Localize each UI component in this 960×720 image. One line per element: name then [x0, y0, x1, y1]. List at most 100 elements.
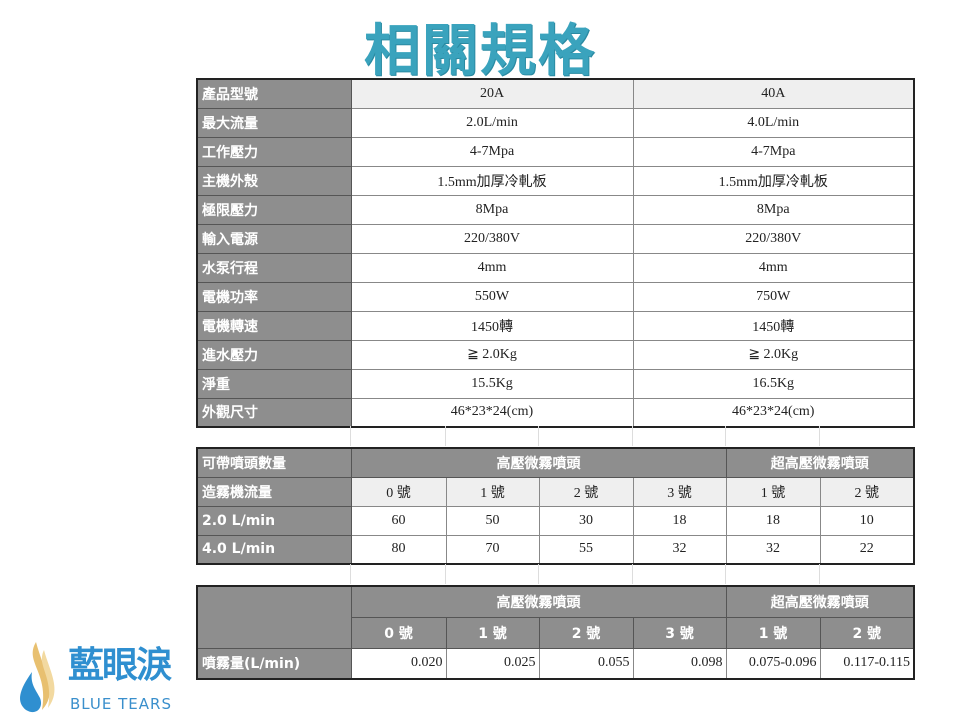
spec-table: 產品型號 20A 40A 最大流量 2.0L/min 4.0L/min 工作壓力 4-7Mp… — [196, 78, 915, 428]
table-row: 主機外殼 1.5mm加厚冷軋板 1.5mm加厚冷軋板 — [196, 165, 915, 196]
nozzle-count: 70 — [445, 534, 540, 565]
spec-value: 46*23*24(cm) — [350, 397, 634, 428]
spec-value: 4-7Mpa — [632, 136, 915, 167]
group-header: 超高壓微霧噴頭 — [725, 447, 915, 478]
spec-value: 220/380V — [632, 223, 915, 254]
nozzle-header: 1 號 — [445, 616, 540, 649]
page-title: 相關規格 — [364, 19, 596, 84]
spec-value: 4mm — [632, 252, 915, 283]
nozzle-count: 10 — [819, 505, 915, 536]
nozzle-count: 22 — [819, 534, 915, 565]
water-drop-flame-icon — [20, 642, 55, 713]
model-40a: 40A — [632, 78, 915, 109]
table-row: 產品型號 20A 40A — [196, 78, 915, 109]
nozzle-count: 30 — [538, 505, 634, 536]
row-label: 水泵行程 — [196, 252, 352, 283]
nozzle-header: 2 號 — [819, 476, 915, 507]
group-header: 超高壓微霧噴頭 — [725, 585, 915, 618]
nozzle-count: 32 — [725, 534, 821, 565]
nozzle-header: 2 號 — [819, 616, 915, 649]
row-label: 2.0 L/min — [196, 505, 352, 536]
table-row: 輸入電源 220/380V 220/380V — [196, 223, 915, 254]
spec-value: 1450轉 — [350, 310, 634, 341]
nozzle-header: 1 號 — [725, 476, 821, 507]
spec-value: 1.5mm加厚冷軋板 — [632, 165, 915, 196]
nozzle-count: 80 — [350, 534, 447, 565]
row-label: 工作壓力 — [196, 136, 352, 167]
spray-value: 0.020 — [350, 647, 447, 680]
spray-value: 0.055 — [538, 647, 634, 680]
nozzle-header: 1 號 — [445, 476, 540, 507]
row-label: 噴霧量(L/min) — [196, 647, 352, 680]
row-label: 最大流量 — [196, 107, 352, 138]
spec-value: 550W — [350, 281, 634, 312]
table-row: 電機轉速 1450轉 1450轉 — [196, 310, 915, 341]
table-row: 2.0 L/min 60 50 30 18 18 10 — [196, 505, 915, 536]
row-label: 4.0 L/min — [196, 534, 352, 565]
spec-value: 4-7Mpa — [350, 136, 634, 167]
spray-value: 0.025 — [445, 647, 540, 680]
row-label: 外觀尺寸 — [196, 397, 352, 428]
spec-value: 8Mpa — [632, 194, 915, 225]
table-row: 最大流量 2.0L/min 4.0L/min — [196, 107, 915, 138]
empty-header — [196, 585, 352, 649]
nozzle-count: 32 — [632, 534, 727, 565]
nozzle-count: 55 — [538, 534, 634, 565]
table-row: 外觀尺寸 46*23*24(cm) 46*23*24(cm) — [196, 397, 915, 428]
table-row: 4.0 L/min 80 70 55 32 32 22 — [196, 534, 915, 565]
row-label: 進水壓力 — [196, 339, 352, 370]
row-label: 產品型號 — [196, 78, 352, 109]
model-20a: 20A — [350, 78, 634, 109]
nozzle-count: 50 — [445, 505, 540, 536]
spec-value: 1450轉 — [632, 310, 915, 341]
nozzle-header: 0 號 — [350, 476, 447, 507]
spec-value: 8Mpa — [350, 194, 634, 225]
table-row: 工作壓力 4-7Mpa 4-7Mpa — [196, 136, 915, 167]
spray-value: 0.098 — [632, 647, 727, 680]
nozzle-count: 60 — [350, 505, 447, 536]
row-label: 主機外殼 — [196, 165, 352, 196]
nozzle-header: 0 號 — [350, 616, 447, 649]
spec-value: ≧ 2.0Kg — [350, 339, 634, 370]
group-header: 高壓微霧噴頭 — [350, 447, 727, 478]
row-label: 淨重 — [196, 368, 352, 399]
spacer — [196, 426, 913, 446]
nozzle-header: 2 號 — [538, 476, 634, 507]
table-row: 電機功率 550W 750W — [196, 281, 915, 312]
spec-value: 2.0L/min — [350, 107, 634, 138]
spec-value: ≧ 2.0Kg — [632, 339, 915, 370]
spec-value: 1.5mm加厚冷軋板 — [350, 165, 634, 196]
nozzle-header: 3 號 — [632, 476, 727, 507]
logo-text-cn: 藍眼淚 — [68, 644, 172, 686]
spec-value: 4mm — [350, 252, 634, 283]
spacer — [196, 564, 913, 584]
row-label: 電機轉速 — [196, 310, 352, 341]
table-row: 極限壓力 8Mpa 8Mpa — [196, 194, 915, 225]
row-label: 輸入電源 — [196, 223, 352, 254]
spec-value: 750W — [632, 281, 915, 312]
logo-text-en: BLUE TEARS — [70, 695, 172, 713]
group-header: 高壓微霧噴頭 — [350, 585, 727, 618]
nozzle-header: 1 號 — [725, 616, 821, 649]
table-row: 進水壓力 ≧ 2.0Kg ≧ 2.0Kg — [196, 339, 915, 370]
spec-value: 4.0L/min — [632, 107, 915, 138]
table-row: 淨重 15.5Kg 16.5Kg — [196, 368, 915, 399]
nozzle-count: 18 — [632, 505, 727, 536]
row-label: 電機功率 — [196, 281, 352, 312]
logo: 藍眼淚 BLUE TEARS — [14, 632, 190, 720]
table-row: 水泵行程 4mm 4mm — [196, 252, 915, 283]
row-label: 可帶噴頭數量 — [196, 447, 352, 478]
row-label: 造霧機流量 — [196, 476, 352, 507]
spec-value: 220/380V — [350, 223, 634, 254]
nozzle-header: 3 號 — [632, 616, 727, 649]
nozzle-count: 18 — [725, 505, 821, 536]
spec-value: 46*23*24(cm) — [632, 397, 915, 428]
nozzle-header: 2 號 — [538, 616, 634, 649]
spec-value: 15.5Kg — [350, 368, 634, 399]
spray-value: 0.075-0.096 — [725, 647, 821, 680]
row-label: 極限壓力 — [196, 194, 352, 225]
spec-value: 16.5Kg — [632, 368, 915, 399]
spray-value: 0.117-0.115 — [819, 647, 915, 680]
